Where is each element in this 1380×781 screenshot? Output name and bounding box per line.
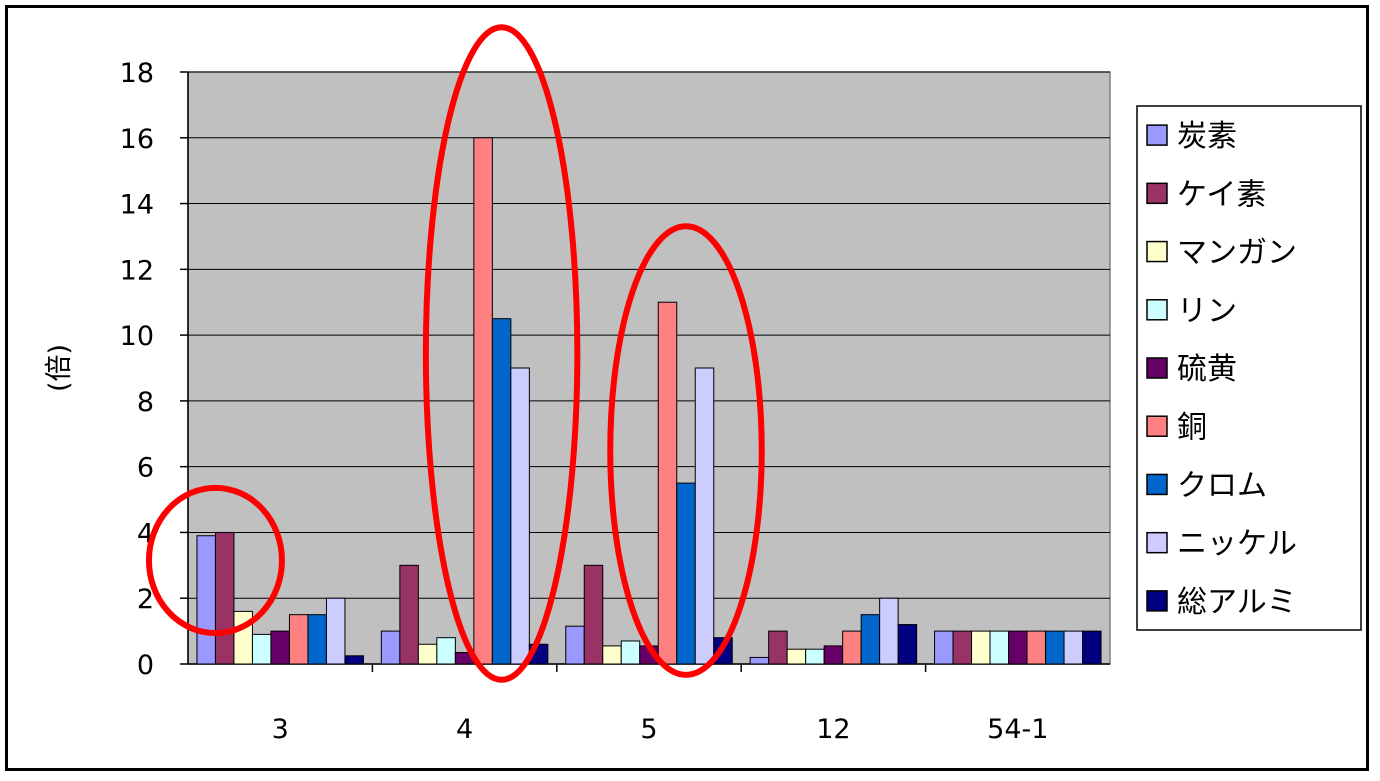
y-tick-label: 16 — [120, 124, 154, 155]
bar — [214, 531, 235, 665]
bar — [971, 630, 991, 665]
bar — [1026, 630, 1047, 665]
bar — [417, 643, 438, 665]
bar — [749, 656, 770, 665]
bar — [897, 624, 918, 665]
legend-label: リン — [1177, 294, 1237, 329]
legend-label: 硫黄 — [1177, 352, 1237, 387]
highlight-ellipse — [145, 484, 285, 637]
bar — [694, 367, 715, 665]
bar — [989, 630, 1010, 665]
legend-swatch — [1146, 299, 1168, 321]
bar — [1008, 630, 1028, 665]
legend-swatch — [1146, 473, 1168, 496]
y-tick-label: 10 — [120, 321, 154, 352]
legend-label: ニッケル — [1177, 527, 1297, 562]
bar — [399, 564, 419, 665]
y-axis-label: (倍) — [44, 344, 75, 392]
bar — [657, 301, 678, 665]
legend-label: 銅 — [1177, 410, 1207, 445]
bar — [805, 648, 825, 665]
bar — [344, 655, 364, 665]
x-tick-label: 4 — [456, 714, 473, 745]
bar — [786, 648, 807, 665]
legend-box — [1136, 105, 1362, 631]
bar — [251, 633, 272, 665]
bar — [879, 597, 899, 665]
x-tick-label: 12 — [816, 714, 850, 745]
bar — [620, 640, 641, 665]
bar — [934, 630, 954, 665]
highlight-ellipse — [422, 24, 581, 683]
legend-swatch — [1146, 240, 1168, 263]
legend-swatch — [1146, 124, 1168, 146]
legend-swatch — [1146, 357, 1168, 379]
bar — [288, 614, 309, 665]
bar — [602, 645, 622, 665]
bar — [510, 367, 530, 665]
x-tick-label: 54-1 — [987, 714, 1048, 745]
legend-swatch — [1146, 415, 1168, 437]
bar — [860, 614, 881, 665]
bar — [952, 630, 973, 665]
bar — [491, 318, 512, 665]
bar — [823, 645, 844, 665]
legend-swatch — [1146, 531, 1168, 554]
bar — [583, 564, 604, 665]
legend-label: マンガン — [1177, 236, 1297, 271]
bar — [1063, 630, 1084, 665]
y-tick-label: 12 — [120, 255, 154, 286]
bar — [270, 630, 290, 665]
bar — [380, 630, 401, 665]
y-tick-label: 18 — [120, 58, 154, 89]
bar — [436, 637, 456, 665]
y-tick-label: 2 — [137, 584, 154, 615]
plot-background — [187, 71, 1111, 665]
legend-label: 総アルミ — [1177, 585, 1297, 620]
bar — [1045, 630, 1065, 665]
bar — [842, 630, 862, 665]
bar — [196, 535, 216, 665]
y-tick-label: 8 — [137, 387, 154, 418]
legend-label: クロム — [1177, 468, 1267, 503]
legend-label: ケイ素 — [1177, 177, 1266, 212]
y-tick-label: 14 — [120, 190, 154, 221]
bar — [565, 625, 585, 665]
legend-swatch — [1146, 590, 1168, 612]
bar — [307, 614, 327, 665]
highlight-annotations — [145, 24, 765, 683]
legend-label: 炭素 — [1177, 119, 1237, 154]
x-tick-label: 3 — [272, 714, 289, 745]
legend-swatch — [1146, 182, 1168, 205]
plot-area — [187, 71, 1111, 665]
bar — [676, 482, 696, 665]
bar — [325, 597, 346, 665]
y-tick-label: 6 — [137, 453, 154, 484]
bar — [473, 137, 493, 665]
x-axis-ticks: 3 4 5 12 54-1 — [272, 664, 1048, 745]
x-tick-label: 5 — [640, 714, 657, 745]
bar — [1082, 630, 1102, 665]
highlight-ellipse — [607, 223, 765, 678]
y-tick-label: 0 — [137, 650, 154, 681]
bar — [768, 630, 788, 665]
